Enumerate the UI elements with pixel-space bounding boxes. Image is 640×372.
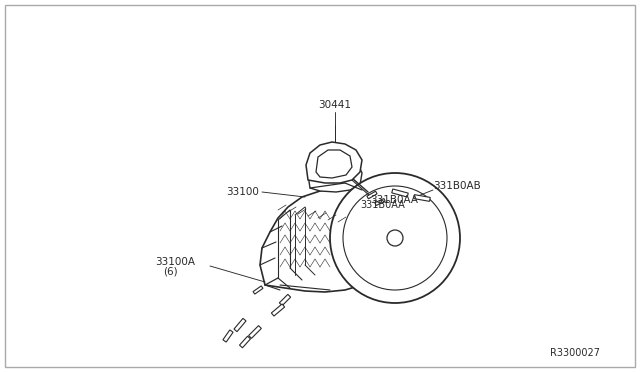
Circle shape — [330, 173, 460, 303]
Polygon shape — [316, 150, 352, 178]
Polygon shape — [414, 195, 430, 201]
Polygon shape — [367, 191, 377, 199]
Polygon shape — [253, 286, 263, 294]
Polygon shape — [239, 336, 250, 348]
Text: 33100: 33100 — [227, 187, 259, 197]
Polygon shape — [248, 326, 261, 339]
Polygon shape — [279, 294, 291, 306]
Polygon shape — [308, 155, 362, 192]
Polygon shape — [271, 304, 285, 316]
Text: 331B0AB: 331B0AB — [433, 181, 481, 191]
Circle shape — [342, 154, 350, 162]
Text: 331B0AA: 331B0AA — [360, 200, 404, 210]
Circle shape — [387, 230, 403, 246]
Polygon shape — [392, 189, 408, 197]
Polygon shape — [375, 199, 385, 205]
Polygon shape — [306, 142, 362, 183]
Circle shape — [318, 159, 326, 167]
Polygon shape — [223, 330, 233, 342]
Text: R3300027: R3300027 — [550, 348, 600, 358]
Text: 30441: 30441 — [319, 100, 351, 110]
Polygon shape — [234, 318, 246, 332]
Text: 331B0AA: 331B0AA — [370, 195, 418, 205]
Text: (6): (6) — [163, 266, 178, 276]
Text: 33100A: 33100A — [155, 257, 195, 267]
Polygon shape — [260, 188, 395, 292]
